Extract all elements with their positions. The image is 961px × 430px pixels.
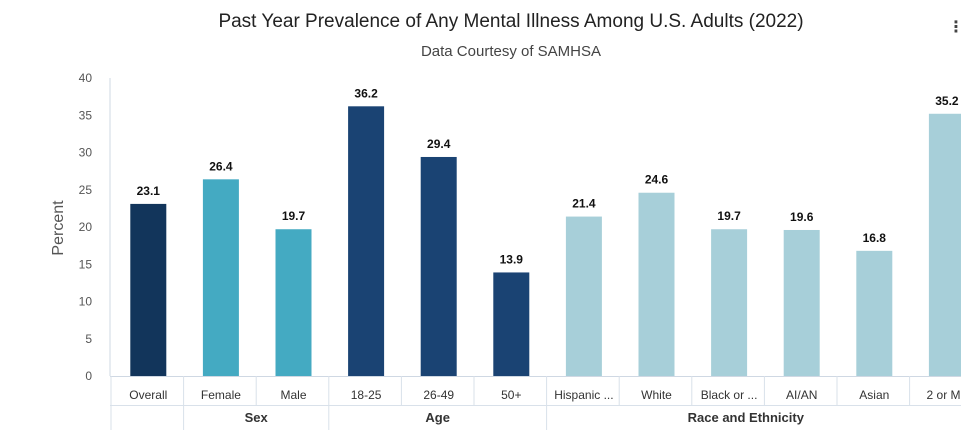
y-tick-label: 35 (79, 108, 93, 122)
y-tick-label: 15 (79, 257, 93, 271)
y-axis-ticks: 0 5 10 15 20 25 30 35 40 (79, 71, 111, 383)
group-label: Race and Ethnicity (688, 410, 805, 425)
y-tick-label: 40 (79, 71, 93, 85)
data-label: 29.4 (427, 137, 451, 151)
category-label: 26-49 (423, 388, 454, 402)
chart-title: Past Year Prevalence of Any Mental Illne… (218, 11, 803, 32)
y-tick-label: 5 (85, 332, 92, 346)
data-label: 19.7 (717, 209, 741, 223)
data-label: 36.2 (354, 86, 378, 100)
bar[interactable] (856, 250, 893, 376)
bar[interactable] (928, 113, 961, 376)
y-tick-label: 0 (85, 369, 92, 383)
data-label: 19.6 (790, 210, 814, 224)
bar[interactable] (420, 156, 457, 376)
category-label: Male (280, 388, 306, 402)
data-label: 13.9 (500, 252, 524, 266)
bar[interactable] (348, 106, 385, 376)
y-tick-label: 25 (79, 183, 93, 197)
category-label: Black or ... (701, 388, 758, 402)
category-label: AI/AN (786, 388, 817, 402)
data-label: 26.4 (209, 159, 233, 173)
category-label: 18-25 (351, 388, 382, 402)
category-label: 50+ (501, 388, 521, 402)
bar[interactable] (202, 179, 239, 376)
bar[interactable] (638, 192, 675, 376)
bar[interactable] (130, 203, 167, 376)
category-label: Female (201, 388, 241, 402)
data-label: 16.8 (863, 231, 887, 245)
category-label: Overall (129, 388, 167, 402)
data-label: 24.6 (645, 173, 669, 187)
category-label: Hispanic ... (554, 388, 613, 402)
data-label: 35.2 (935, 94, 959, 108)
bar[interactable] (711, 229, 748, 376)
bar[interactable] (493, 272, 530, 376)
data-label: 23.1 (137, 184, 161, 198)
chart-subtitle: Data Courtesy of SAMHSA (421, 43, 601, 60)
category-label: 2 or Mo (927, 388, 961, 402)
x-axis: Overall Female Male 18-25 26-49 50+ Hispanic .… (110, 376, 961, 430)
y-tick-label: 10 (79, 295, 93, 309)
group-label: Sex (245, 410, 269, 425)
y-axis-label: Percent (50, 200, 67, 256)
category-label: Asian (859, 388, 889, 402)
y-tick-label: 30 (79, 146, 93, 160)
bar[interactable] (565, 216, 602, 376)
data-label: 21.4 (572, 197, 596, 211)
y-tick-label: 20 (79, 220, 93, 234)
group-label: Age (425, 410, 450, 425)
bar[interactable] (783, 229, 820, 376)
bars: 23.1 26.4 19.7 36.2 29.4 13.9 21.4 24.6 19.7 19.6… (130, 86, 961, 376)
bar[interactable] (275, 229, 312, 376)
data-label: 19.7 (282, 209, 306, 223)
category-label: White (641, 388, 672, 402)
menu-icon[interactable]: ⋮ (948, 19, 961, 36)
